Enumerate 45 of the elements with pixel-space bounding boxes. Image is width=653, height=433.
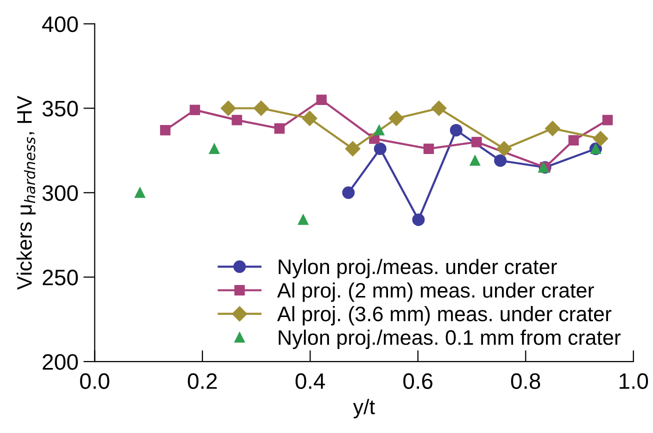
point (302, 110, 318, 126)
point (374, 124, 384, 136)
y-tick-label: 300 (42, 185, 78, 201)
legend-label: Al proj. (3.6 mm) meas. under crater (277, 306, 612, 326)
point (209, 144, 220, 154)
point (232, 114, 242, 126)
point (568, 135, 579, 146)
x-tick-label: 0.0 (80, 373, 110, 389)
point (545, 120, 560, 136)
point (494, 154, 507, 167)
x-tick-label: 1.0 (620, 373, 648, 389)
point (316, 94, 327, 106)
point (450, 124, 462, 136)
x-tick-label: 0.2 (188, 373, 217, 389)
point (190, 104, 200, 116)
point (471, 136, 482, 148)
point (602, 114, 613, 126)
point (298, 214, 308, 225)
point (342, 186, 355, 199)
x-tick-label: 0.4 (296, 373, 325, 389)
point (254, 100, 269, 116)
point (431, 100, 446, 116)
point (470, 155, 480, 166)
point (160, 124, 170, 136)
point (274, 123, 285, 134)
point (423, 144, 434, 154)
point (388, 110, 404, 126)
point (220, 100, 236, 116)
x-axis-title: y/t (353, 398, 375, 418)
point (592, 131, 608, 146)
point (345, 141, 360, 156)
point (412, 213, 425, 226)
y-tick-label: 250 (42, 270, 78, 286)
point (496, 141, 512, 156)
y-tick-label: 350 (42, 100, 78, 117)
legend-label: Nylon proj./meas. under crater (278, 258, 557, 278)
y-axis-title: Vickers μ$_{hardness}$, HV (16, 96, 36, 290)
legend-label: Nylon proj./meas. 0.1 mm from crater (278, 330, 621, 350)
x-tick-label: 0.6 (403, 373, 432, 389)
point (134, 187, 146, 198)
point (374, 142, 386, 156)
x-tick-label: 0.8 (511, 373, 540, 389)
y-tick-label: 400 (42, 16, 78, 32)
y-tick-label: 200 (42, 354, 78, 370)
legend-label: Al proj. (2 mm) meas. under crater (277, 282, 594, 302)
